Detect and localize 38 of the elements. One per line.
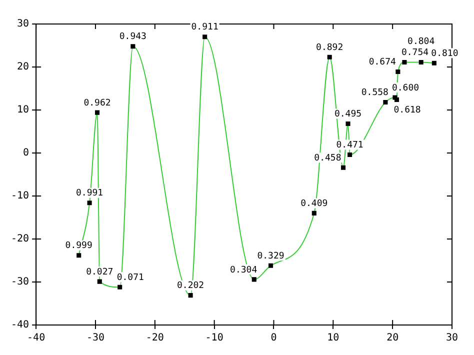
annotation: 0.810: [431, 48, 458, 59]
annotation: 0.674: [368, 58, 396, 68]
x-tick-label: 30: [446, 332, 458, 344]
annotation: 0.943: [119, 32, 146, 42]
annotation: 0.911: [191, 22, 218, 33]
y-tick-label: 0: [23, 148, 30, 159]
annotation: 0.999: [65, 241, 92, 252]
annotation: 0.409: [300, 199, 328, 210]
x-tick-label: -20: [146, 332, 164, 344]
annotation: 0.618: [394, 106, 421, 116]
x-tick-label: -30: [86, 332, 105, 344]
annotation: 0.892: [316, 42, 344, 53]
annotation: 0.329: [257, 252, 284, 262]
annotation: 0.071: [116, 273, 144, 284]
x-tick-label: 0: [270, 332, 277, 344]
x-tick-label: 20: [386, 332, 399, 344]
y-tick-label: -10: [11, 190, 30, 202]
annotation: 0.458: [314, 153, 342, 164]
y-tick-label: -30: [11, 276, 30, 288]
annotation: 0.991: [76, 188, 104, 199]
annotation: 0.495: [334, 110, 362, 120]
x-tick-label: -10: [205, 332, 224, 344]
annotation: 0.471: [336, 140, 364, 151]
annotation: 0.962: [84, 98, 111, 108]
x-tick-label: -40: [27, 332, 46, 344]
annotation: 0.202: [177, 281, 204, 292]
y-tick-label: 20: [17, 62, 30, 73]
y-tick-label: -20: [11, 234, 30, 245]
x-tick-label: 10: [327, 332, 340, 344]
y-tick-label: 30: [17, 18, 30, 30]
annotation: 0.754: [401, 48, 429, 58]
annotation: 0.600: [392, 83, 420, 94]
annotation: 0.027: [86, 267, 114, 278]
y-tick-label: 10: [17, 104, 30, 116]
y-tick-label: -40: [11, 320, 30, 331]
annotation: 0.804: [408, 37, 435, 48]
annotation: 0.304: [230, 265, 258, 276]
annotation: 0.558: [361, 88, 388, 98]
